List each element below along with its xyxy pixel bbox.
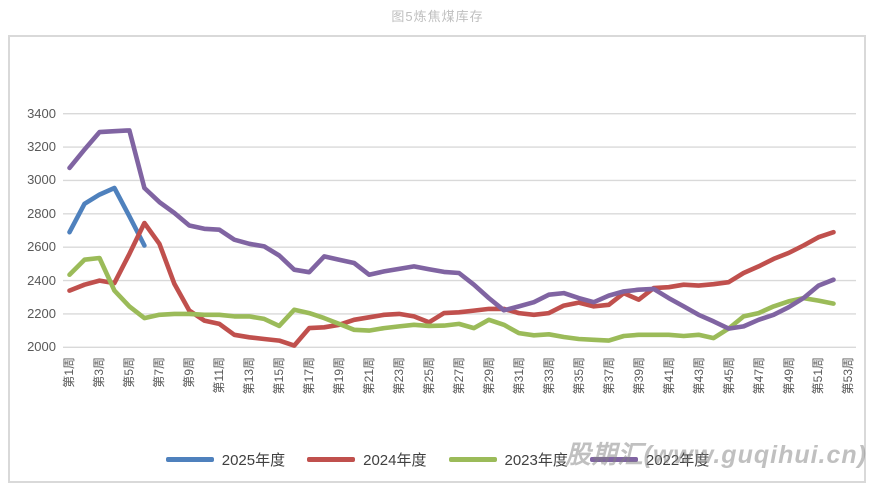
x-tick-label: 第17周 <box>302 357 317 395</box>
x-tick-label: 第53周 <box>841 357 856 395</box>
legend-label: 2023年度 <box>504 452 568 469</box>
legend-item-2025: 2025年度 <box>165 449 286 470</box>
x-tick-label: 第3周 <box>92 357 107 388</box>
x-tick-label: 第13周 <box>242 357 257 395</box>
x-tick-label: 第49周 <box>781 357 796 395</box>
watermark: 股期汇(www.guqihui.cn) <box>565 441 867 469</box>
legend-item-2022: 2022年度 <box>589 449 710 470</box>
x-tick-label: 第37周 <box>601 357 616 395</box>
legend-item-2023: 2023年度 <box>448 449 568 470</box>
y-tick-label: 3200 <box>27 139 56 155</box>
x-tick-label: 第31周 <box>511 357 526 395</box>
legend-line-swatch-2022 <box>589 457 638 462</box>
legend-label: 2022年度 <box>645 452 710 469</box>
x-tick-label: 第11周 <box>212 357 227 394</box>
x-tick-label: 第27周 <box>451 357 466 395</box>
x-tick-label: 第7周 <box>152 357 167 388</box>
x-tick-label: 第23周 <box>392 357 407 395</box>
x-tick-label: 第47周 <box>751 357 766 395</box>
x-tick-label: 第29周 <box>481 357 496 395</box>
y-tick-label: 2400 <box>27 272 56 288</box>
x-tick-label: 第51周 <box>811 357 826 395</box>
legend-line-swatch-2023 <box>448 457 497 462</box>
y-tick-label: 2000 <box>27 339 56 355</box>
legend: 2025年度 2024年度 2023年度 2022年度 <box>0 449 875 470</box>
x-tick-label: 第43周 <box>691 357 706 395</box>
x-tick-label: 第9周 <box>182 357 197 388</box>
x-tick-label: 第35周 <box>571 357 586 395</box>
x-tick-label: 第21周 <box>362 357 377 395</box>
chart-frame <box>8 35 866 483</box>
series-line-2024年度 <box>67 220 836 348</box>
legend-item-2024: 2024年度 <box>307 449 427 470</box>
legend-label: 2024年度 <box>363 452 427 469</box>
x-tick-label: 第39周 <box>631 357 646 395</box>
legend-label: 2025年度 <box>221 452 286 469</box>
y-tick-label: 3400 <box>27 105 56 121</box>
series-line-2022年度 <box>67 128 836 331</box>
x-tick-label: 第33周 <box>541 357 556 395</box>
x-tick-label: 第45周 <box>721 357 736 395</box>
chart-title: 图5炼焦煤库存 <box>391 9 484 24</box>
y-tick-label: 3000 <box>27 172 56 188</box>
x-tick-label: 第5周 <box>122 357 137 388</box>
x-tick-label: 第25周 <box>422 357 436 395</box>
x-tick-label: 第41周 <box>661 357 676 395</box>
legend-line-swatch-2025 <box>165 457 214 462</box>
x-tick-label: 第15周 <box>272 357 287 395</box>
y-tick-label: 2600 <box>27 239 56 255</box>
legend-line-swatch-2024 <box>307 457 356 462</box>
x-tick-label: 第1周 <box>62 357 77 388</box>
y-tick-label: 2800 <box>27 205 56 221</box>
series-line-2023年度 <box>67 255 836 343</box>
x-tick-label: 第19周 <box>332 357 347 395</box>
y-tick-label: 2200 <box>27 305 56 321</box>
series-line-2025年度 <box>67 185 147 248</box>
